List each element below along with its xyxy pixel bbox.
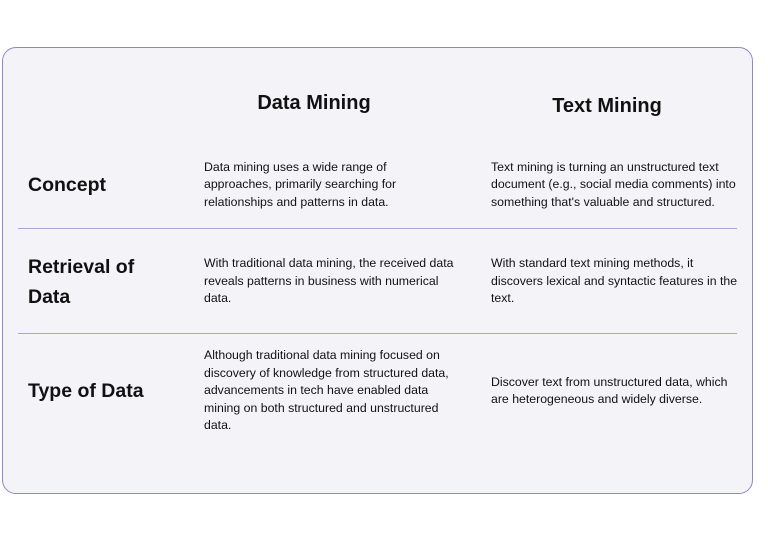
table-row: Concept Data mining uses a wide range of… [3, 141, 752, 229]
comparison-card: Data Mining Text Mining Concept Data min… [2, 47, 753, 494]
cell: Text mining is turning an unstructured t… [491, 159, 736, 209]
row-label: Retrieval of Data [28, 255, 135, 308]
cell: Discover text from unstructured data, wh… [491, 374, 728, 406]
divider [18, 333, 737, 334]
cell: Although traditional data mining focused… [204, 348, 449, 433]
cell: With standard text mining methods, it di… [491, 256, 738, 306]
cell: Data mining uses a wide range of approac… [204, 159, 397, 209]
table-row: Type of Data Although traditional data m… [3, 334, 752, 448]
divider [18, 228, 737, 229]
table-row: Retrieval of Data With traditional data … [3, 229, 752, 334]
row-label: Type of Data [28, 380, 144, 402]
row-label: Concept [28, 174, 106, 196]
cell: With traditional data mining, the receiv… [204, 256, 454, 306]
column-header: Data Mining [257, 92, 371, 114]
column-header: Text Mining [552, 95, 662, 117]
